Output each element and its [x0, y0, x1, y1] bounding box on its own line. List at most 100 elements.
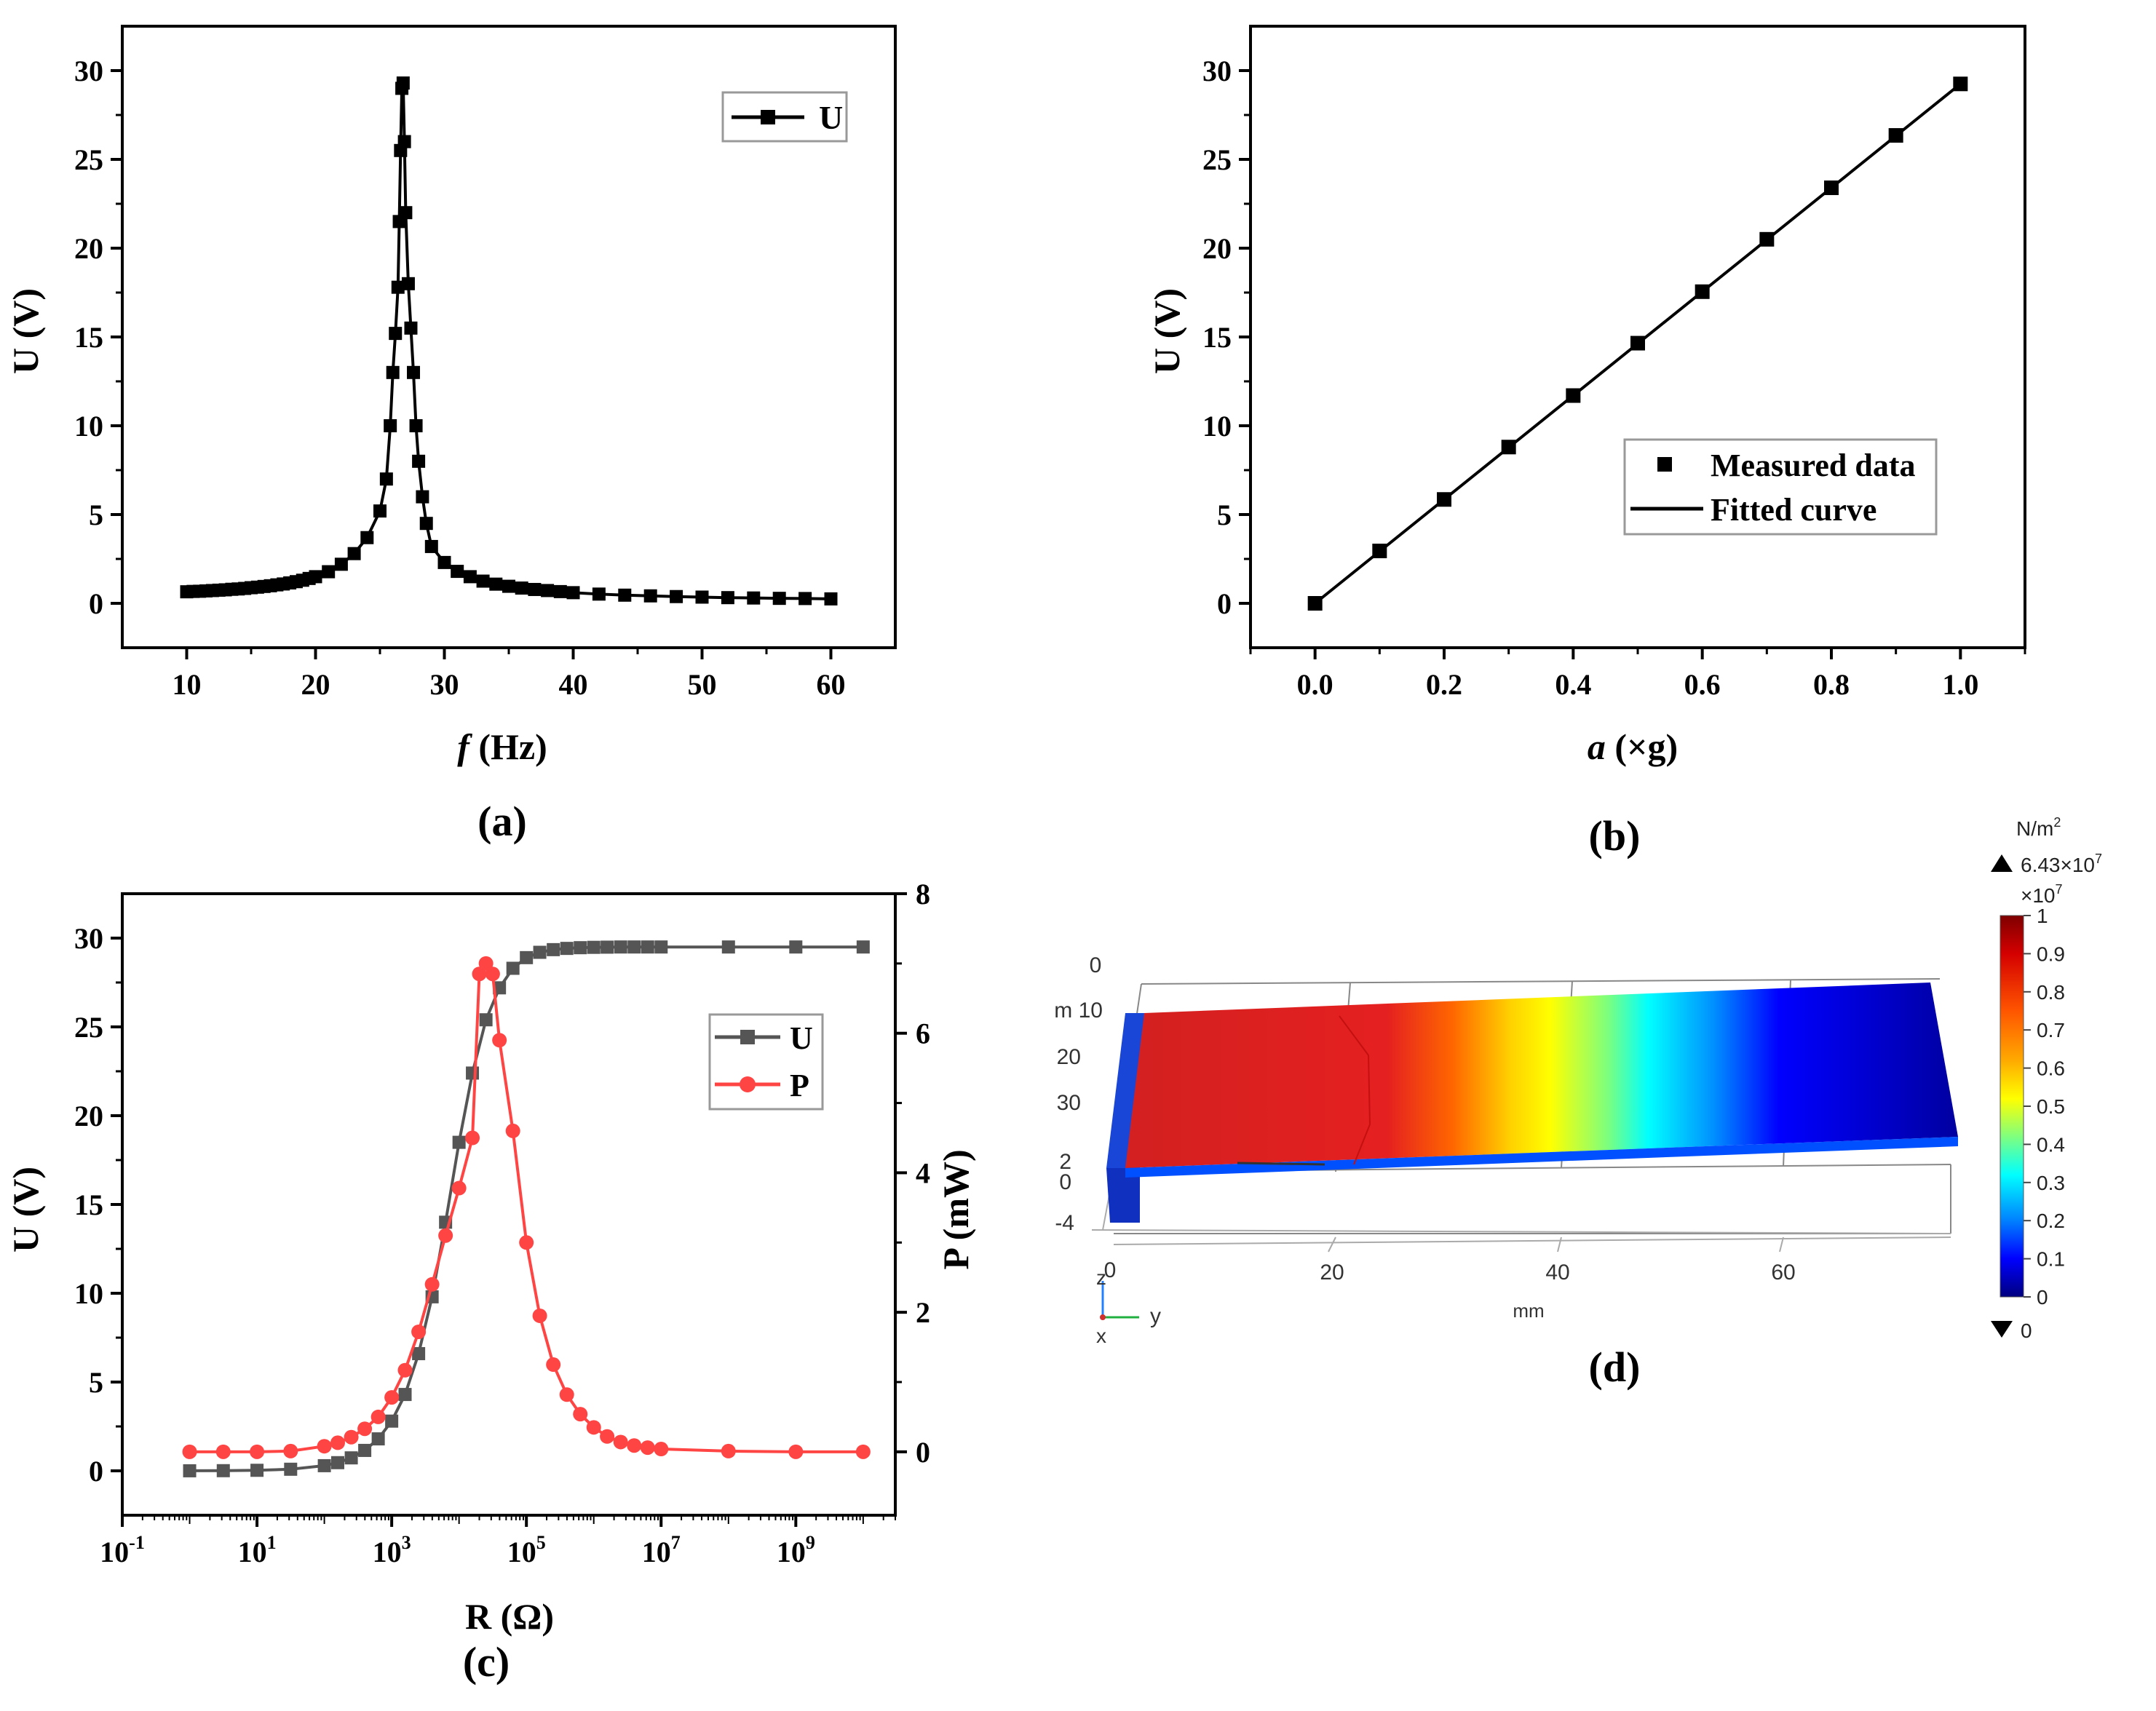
panel-c-data-point-p: [411, 1324, 427, 1339]
panel-c-y-right-tick-label: 2: [916, 1296, 930, 1329]
panel-d-caption: (d): [1589, 1343, 1641, 1391]
panel-c-y-tick-label: 5: [89, 1366, 103, 1399]
panel-d-y-tick-20: 20: [1057, 1045, 1081, 1069]
panel-a-data-point-u: [451, 565, 464, 579]
panel-c-data-point-u: [317, 1458, 331, 1472]
panel-d-y-tick-0: 0: [1090, 953, 1102, 977]
panel-a-legend: U: [721, 91, 848, 143]
panel-d-colorbar-tick-label: 0.6: [2037, 1057, 2065, 1080]
panel-a-data-point-u: [553, 584, 567, 598]
panel-c-data-point-p: [344, 1429, 359, 1445]
panel-c-data-point-p: [613, 1434, 628, 1450]
panel-b-legend-marker-measured: [1657, 457, 1672, 472]
panel-c-data-point-p: [485, 966, 500, 982]
panel-d-y-tick-10: m 10: [1054, 999, 1103, 1023]
panel-c-data-point-p: [505, 1123, 520, 1138]
panel-a-x-axis-label: f (Hz): [457, 726, 547, 767]
panel-a-data-point-u: [502, 579, 515, 593]
panel-b-x-tick-label: 0.6: [1684, 668, 1721, 701]
panel-d-y-tick-30: 30: [1057, 1091, 1081, 1115]
panel-d-unit-label: N/m2: [2016, 815, 2061, 840]
panel-a-data-point-u: [322, 565, 336, 579]
panel-c-data-point-p: [492, 1033, 507, 1048]
panel-d-x-tick-40: 40: [1545, 1261, 1569, 1285]
panel-d-triad-y: y: [1150, 1304, 1161, 1328]
panel-b-caption: (b): [1589, 812, 1641, 860]
panel-c-data-point-u: [520, 950, 534, 964]
panel-a-y-tick-label: 5: [89, 499, 103, 531]
panel-a-y-tick-label: 0: [89, 587, 103, 620]
panel-a-data-point-u: [695, 590, 709, 604]
panel-c-data-point-u: [627, 940, 641, 954]
panel-a-data-point-u: [528, 582, 542, 596]
panel-a-x-tick-label: 10: [173, 668, 202, 701]
panel-c-data-point-p: [788, 1444, 804, 1459]
panel-d-colorbar-tick-label: 0.5: [2037, 1095, 2065, 1118]
panel-c-x-tick-exp: 1: [267, 1532, 277, 1553]
panel-d-min-arrow-icon: [1991, 1321, 2013, 1338]
panel-c-y-axis-label: U (V): [5, 1167, 46, 1253]
panel-a-data-point-u: [592, 587, 606, 601]
panel-b-legend-label-fitted: Fitted curve: [1711, 492, 1876, 528]
panel-b-legend-box: [1623, 438, 1938, 536]
panel-d-colorbar-gradient: [2000, 915, 2024, 1298]
panel-c-data-point-p: [424, 1277, 440, 1292]
panel-c-y-right-tick-label: 6: [916, 1017, 930, 1050]
panel-b-x-axis-label: a (×g): [1588, 726, 1678, 767]
panel-c-data-point-u: [493, 981, 507, 995]
panel-d-max-arrow-icon: [1991, 854, 2013, 872]
panel-a-data-point-u: [721, 591, 734, 605]
panel-c-x-tick-base: 10: [100, 1536, 129, 1568]
panel-c-x-tick-exp: 3: [402, 1532, 411, 1553]
panel-d-unit: N/m: [2016, 817, 2053, 840]
panel-c-x-tick-base: 10: [642, 1536, 671, 1568]
panel-b-data-point-measured: [1888, 128, 1903, 143]
panel-c-data-point-u: [371, 1432, 385, 1446]
panel-d-colorbar-tick-label: 0.3: [2037, 1172, 2065, 1194]
panel-d-scale-exp: 7: [2056, 882, 2063, 897]
panel-c-x-tick-exp: -1: [129, 1532, 145, 1553]
panel-a-data-point-u: [386, 365, 400, 379]
panel-a-data-point-u: [643, 589, 657, 603]
panel-c-data-point-p: [640, 1440, 655, 1456]
panel-a-x-axis-unit: (Hz): [469, 726, 547, 767]
panel-c-y-tick-label: 10: [74, 1277, 103, 1310]
panel-a-x-axis-var: f: [457, 726, 472, 767]
panel-d-colorbar-tick-label: 0.1: [2037, 1248, 2065, 1271]
panel-c-data-point-u: [789, 940, 803, 954]
panel-c-data-point-u: [560, 942, 574, 956]
panel-c-y-right-tick-label: 4: [916, 1156, 930, 1189]
panel-c-legend-label-u: U: [790, 1020, 813, 1056]
panel-c-x-tick-base: 10: [238, 1536, 267, 1568]
panel-d-stress-front: [1339, 1015, 1371, 1165]
panel-d-max-exp: 7: [2095, 851, 2102, 866]
panel-b-data-point-measured: [1824, 180, 1839, 196]
panel-c-data-point-p: [370, 1409, 386, 1424]
panel-a-data-point-u: [824, 592, 838, 606]
panel-d-triad-x: x: [1096, 1325, 1106, 1347]
panel-b-y-axis-label: U (V): [1146, 288, 1187, 374]
panel-c-data-point-u: [574, 941, 587, 955]
panel-a-caption: (a): [477, 798, 527, 845]
panel-b-x-tick-label: 0.4: [1555, 668, 1591, 701]
panel-c-legend-marker-u: [740, 1030, 755, 1044]
panel-c-plot-area: [121, 892, 897, 1517]
panel-b-data-point-measured: [1437, 492, 1451, 507]
panel-b-x-axis-unit: (×g): [1606, 726, 1678, 767]
panel-c-data-point-p: [317, 1439, 332, 1454]
panel-d-beam-edge: [1125, 1137, 1958, 1178]
panel-c-data-point-p: [397, 1362, 413, 1378]
panel-d-colorbar: N/m2 6.43×107 ×107 10.90.80.70.60.50.40.…: [1991, 815, 2102, 1342]
panel-c-data-point-p: [573, 1407, 588, 1422]
panel-b-x-tick-label: 0.0: [1297, 668, 1333, 701]
panel-c-data-point-u: [412, 1346, 426, 1360]
panel-b-chart: 0.0 0.2 0.4 0.6 0.8 1.0 0 5 10 15 20 25 30 U (V) a …: [1146, 25, 2026, 860]
panel-c-data-point-p: [451, 1180, 467, 1196]
panel-c-data-point-u: [856, 940, 870, 954]
panel-b-x-axis-var: a: [1588, 726, 1606, 767]
panel-a-data-point-u: [401, 277, 415, 290]
panel-c-data-point-p: [438, 1228, 453, 1243]
panel-d-colorbar-tick-label: 0.4: [2037, 1133, 2065, 1156]
